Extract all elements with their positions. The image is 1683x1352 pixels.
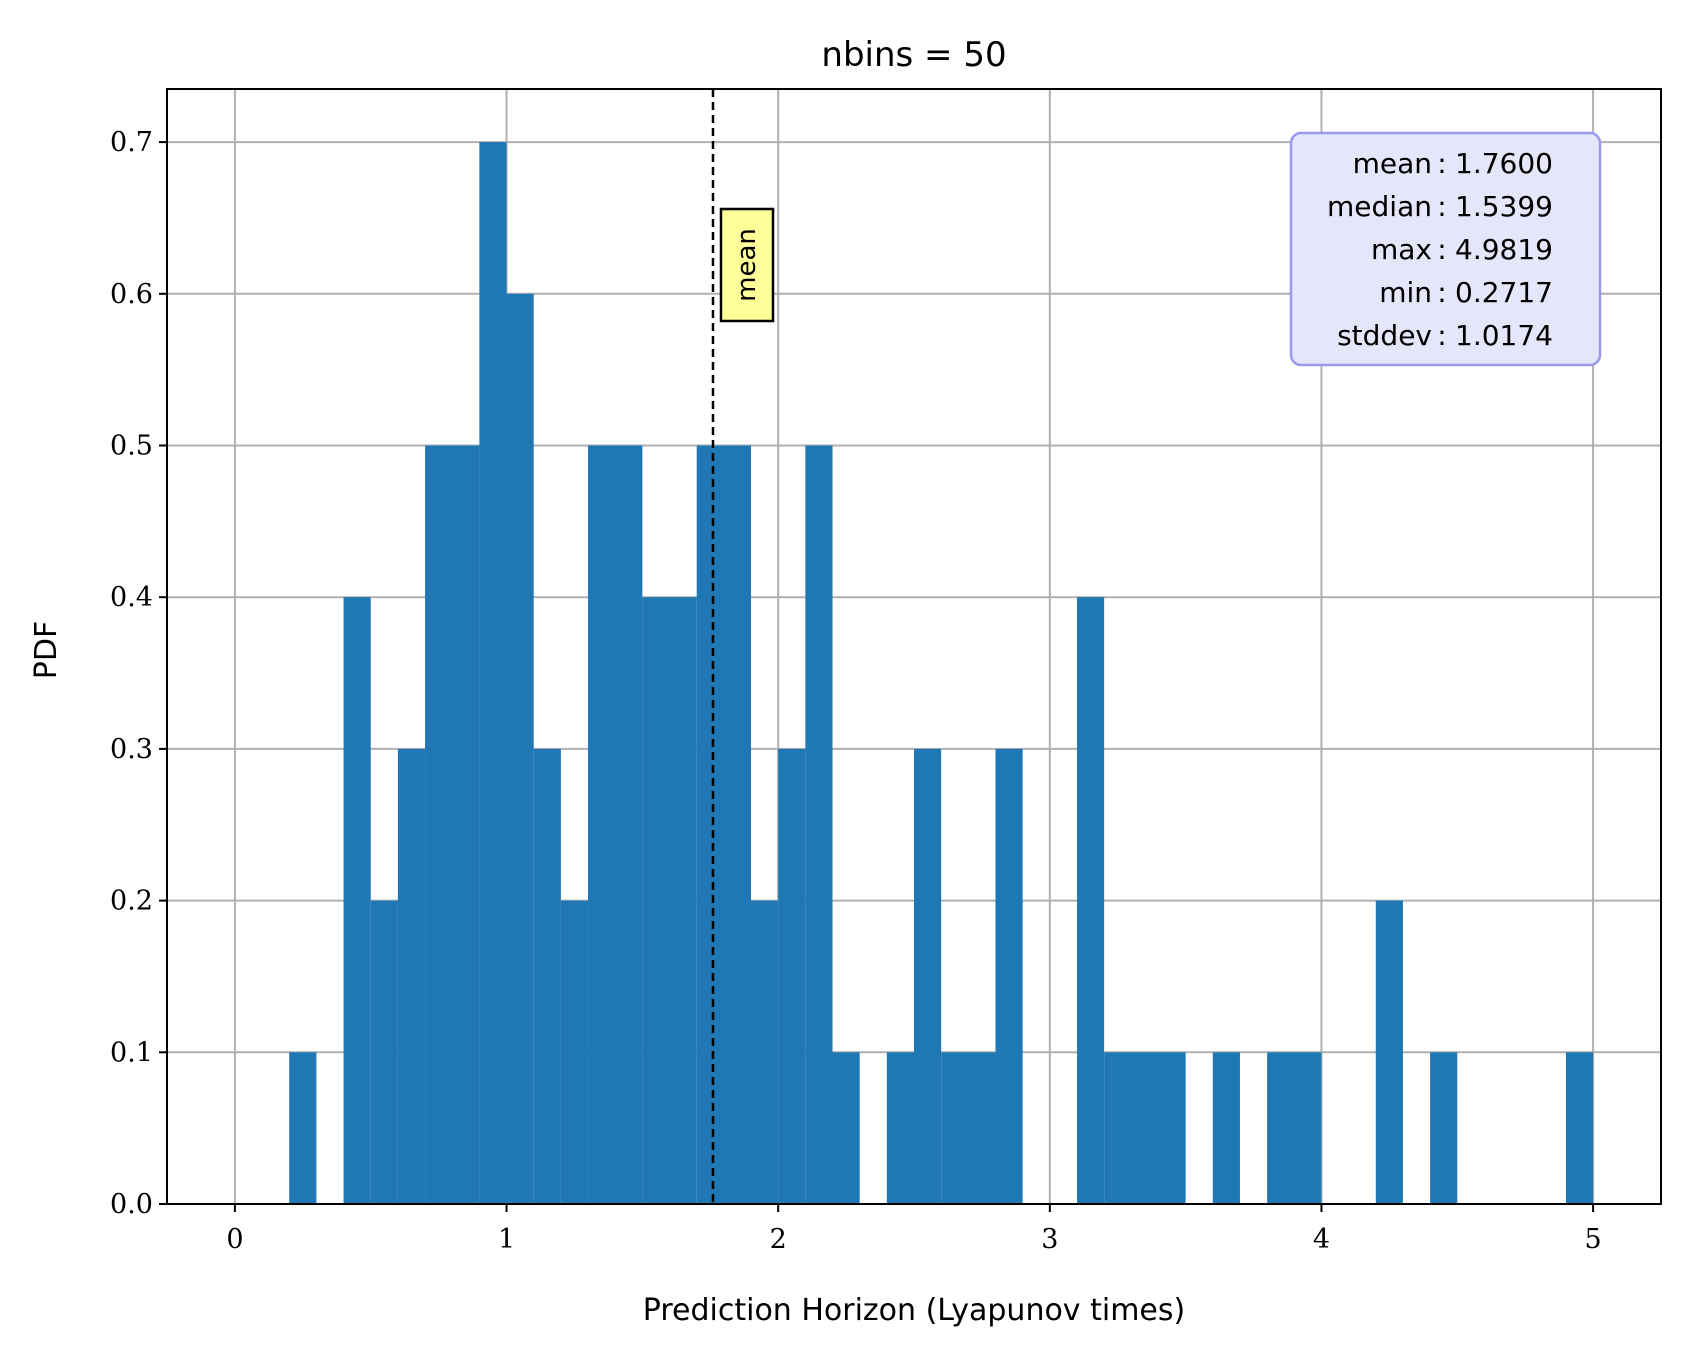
x-tick-label: 4 <box>1313 1224 1330 1255</box>
x-tick-label: 1 <box>498 1224 515 1255</box>
mean-label-box <box>719 207 775 323</box>
histogram-bar <box>479 142 507 1205</box>
stats-separator: : <box>1437 276 1446 309</box>
histogram-bar <box>696 445 752 1205</box>
stats-name: median <box>1327 190 1432 223</box>
histogram-bar <box>506 293 534 1205</box>
stats-value: 1.5399 <box>1455 190 1553 223</box>
histogram-bar <box>995 748 1023 1204</box>
histogram-bar <box>370 900 398 1204</box>
x-tick-label: 3 <box>1041 1224 1058 1255</box>
histogram-bar <box>533 748 561 1204</box>
x-tick-label: 0 <box>226 1224 243 1255</box>
histogram-bar <box>1267 1052 1322 1204</box>
x-tick-label: 5 <box>1584 1224 1601 1255</box>
histogram-bar <box>343 597 371 1204</box>
histogram-bar <box>1375 900 1403 1204</box>
plot-frame <box>166 88 1662 1205</box>
y-tick-label: 0.2 <box>110 886 153 917</box>
y-tick-label: 0.0 <box>110 1189 153 1220</box>
stats-separator: : <box>1437 233 1446 266</box>
mean-label: mean <box>732 228 762 302</box>
stats-value: 4.9819 <box>1455 233 1553 266</box>
y-tick-label: 0.7 <box>110 127 153 158</box>
histogram-bar <box>941 1052 996 1204</box>
x-tick-label: 2 <box>770 1224 787 1255</box>
histogram-bar <box>289 1052 317 1204</box>
histogram-bar <box>1104 1052 1186 1204</box>
histogram-bar <box>751 900 779 1204</box>
chart-title: nbins = 50 <box>821 35 1006 75</box>
histogram-bar <box>832 1052 860 1204</box>
y-tick-label: 0.1 <box>110 1037 153 1068</box>
histogram-bar <box>1430 1052 1458 1204</box>
y-tick-label: 0.6 <box>110 279 153 310</box>
y-axis-title: PDF <box>29 621 64 679</box>
histogram-bar <box>805 445 833 1205</box>
stats-name: min <box>1379 276 1432 309</box>
ticks: 0 1 2 3 4 5 0.0 0.1 0.2 0.3 0.4 0.5 0.6 0.7 <box>110 127 1602 1255</box>
stats-box: mean:1.7600median:1.5399max:4.9819min:0.… <box>1289 131 1602 367</box>
histogram-bar <box>397 748 426 1204</box>
stats-value: 1.7600 <box>1455 147 1553 180</box>
stats-box-frame <box>1289 131 1602 367</box>
stats-separator: : <box>1437 319 1446 352</box>
histogram-bar <box>425 445 480 1205</box>
y-tick-label: 0.4 <box>110 582 153 613</box>
histogram-bar <box>642 597 697 1204</box>
x-axis-title: Prediction Horizon (Lyapunov times) <box>643 1293 1185 1328</box>
histogram-bar <box>1076 597 1105 1204</box>
stats-name: max <box>1371 233 1432 266</box>
histogram-bar <box>1212 1052 1240 1204</box>
stats-separator: : <box>1437 190 1446 223</box>
stats-name: stddev <box>1337 319 1432 352</box>
histogram-bar <box>886 1052 914 1204</box>
stats-separator: : <box>1437 147 1446 180</box>
mean-marker: mean <box>711 89 775 1204</box>
histogram-bar <box>1565 1052 1594 1204</box>
stats-name: mean <box>1353 147 1432 180</box>
histogram-bar <box>588 445 643 1205</box>
y-tick-label: 0.5 <box>110 430 153 461</box>
histogram-bar <box>778 748 806 1204</box>
bars <box>289 142 1594 1205</box>
stats-value: 1.0174 <box>1455 319 1553 352</box>
stats-value: 0.2717 <box>1455 276 1553 309</box>
y-tick-label: 0.3 <box>110 734 153 765</box>
histogram-bar <box>914 748 942 1204</box>
histogram-bar <box>560 900 589 1204</box>
